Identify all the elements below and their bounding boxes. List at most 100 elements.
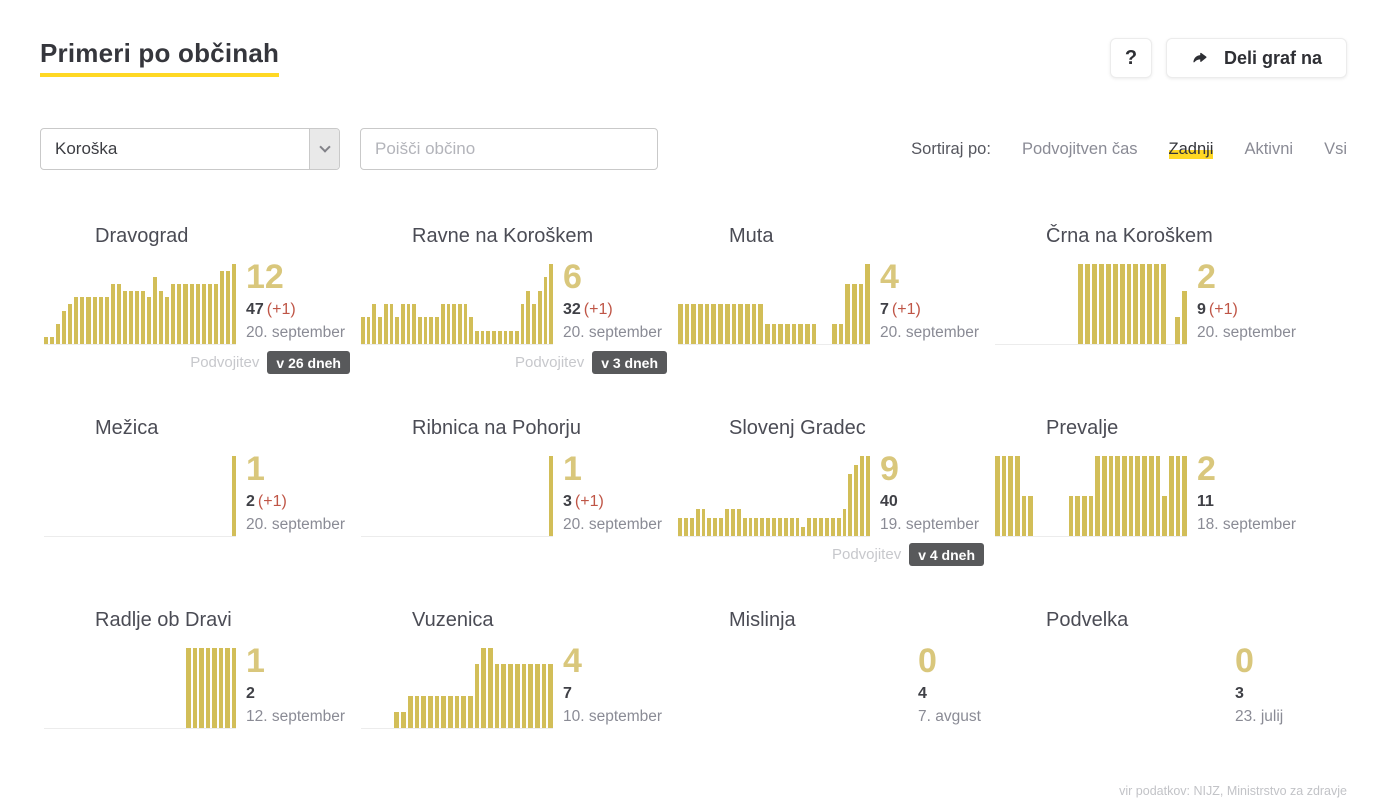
case-bar: [195, 284, 200, 344]
case-bar: [678, 518, 682, 536]
active-cases-count: 1: [563, 450, 582, 488]
municipality-name: Radlje ob Dravi: [95, 609, 232, 631]
case-bar: [231, 648, 237, 728]
new-cases-delta: (+1): [266, 301, 296, 318]
case-bar: [207, 284, 212, 344]
municipality-name: Ribnica na Pohorju: [412, 417, 581, 439]
municipality-stats: 0 4 7. avgust: [918, 644, 981, 729]
municipality-card: Dravograd 12 47 (+1) 20. september Podvoj…: [40, 216, 357, 408]
sort-bar: Sortiraj po: Podvojitven čas Zadnji Akti…: [911, 139, 1347, 159]
case-bar: [724, 304, 730, 344]
case-bar: [795, 518, 800, 536]
active-cases-count: 4: [563, 642, 582, 680]
filter-row: Koroška Sortiraj po: Podvojitven čas Zad…: [40, 128, 1347, 170]
case-bar: [418, 317, 422, 344]
share-button[interactable]: Deli graf na: [1165, 38, 1347, 78]
case-bar: [225, 648, 230, 728]
last-case-date: 10. september: [563, 708, 663, 725]
case-bar: [711, 304, 717, 344]
case-bar: [848, 474, 853, 536]
case-bar: [497, 331, 502, 344]
doubling-label: Podvojitev: [514, 354, 585, 371]
case-bar: [1105, 264, 1111, 344]
case-bar: [86, 297, 91, 344]
case-bar: [1128, 456, 1134, 536]
municipality-search-input[interactable]: [360, 128, 658, 170]
municipality-card: Mislinja 0 4 7. avgust: [674, 600, 991, 792]
case-bar: [860, 456, 864, 536]
case-bar: [1175, 456, 1181, 536]
case-bar: [1147, 264, 1153, 344]
help-button[interactable]: ?: [1109, 38, 1152, 78]
case-bar: [80, 297, 85, 344]
total-cases-count: 2: [246, 493, 255, 510]
case-bar: [805, 324, 810, 344]
case-bar: [738, 304, 743, 344]
case-bar: [383, 304, 388, 344]
doubling-row: Podvojitev v 3 dneh: [361, 351, 667, 374]
sort-option-aktivni[interactable]: Aktivni: [1244, 139, 1294, 158]
case-bar: [704, 304, 710, 344]
total-cases-count: 40: [880, 493, 898, 510]
region-select[interactable]: Koroška: [40, 128, 340, 170]
municipality-stats: 4 7 (+1) 20. september: [880, 260, 979, 345]
case-bar: [707, 518, 712, 536]
municipality-card: Črna na Koroškem 2 9 (+1) 20. september: [991, 216, 1308, 408]
case-bar: [548, 664, 553, 728]
municipality-card: Mežica 1 2 (+1) 20. september: [40, 408, 357, 600]
case-bar: [1088, 496, 1094, 536]
data-source-note: vir podatkov: NIJZ, Ministrstvo za zdrav…: [1119, 784, 1347, 798]
case-bar: [1028, 496, 1034, 536]
case-bar: [528, 664, 533, 728]
last-case-date: 19. september: [880, 516, 980, 533]
municipality-name: Vuzenica: [412, 609, 494, 631]
active-cases-count: 9: [880, 450, 899, 488]
case-bar: [165, 297, 170, 344]
case-bar: [760, 518, 765, 536]
case-bar: [134, 291, 139, 344]
sort-option-podvojitven-cas[interactable]: Podvojitven čas: [1021, 139, 1138, 158]
case-bar: [691, 304, 697, 344]
sort-option-zadnji[interactable]: Zadnji: [1168, 139, 1214, 159]
case-bar: [440, 304, 445, 344]
total-cases-line: 2: [246, 685, 345, 703]
active-cases-count: 0: [918, 642, 937, 680]
total-cases-line: 47 (+1): [246, 301, 345, 319]
new-cases-delta: (+1): [574, 493, 604, 510]
case-bar: [446, 304, 451, 344]
case-bar: [44, 337, 49, 344]
case-bar: [423, 317, 428, 344]
municipality-bar-chart: [995, 264, 1187, 345]
case-bar: [1098, 264, 1104, 344]
total-cases-count: 2: [246, 685, 255, 702]
case-bar: [842, 509, 847, 536]
case-bar: [177, 284, 182, 344]
total-cases-line: 2 (+1): [246, 493, 345, 511]
case-bar: [1102, 456, 1107, 536]
case-bar: [508, 664, 513, 728]
total-cases-count: 9: [1197, 301, 1206, 318]
last-case-date: 20. september: [880, 324, 980, 341]
case-bar: [866, 456, 870, 536]
case-bar: [128, 291, 133, 344]
case-bar: [394, 712, 400, 728]
case-bar: [751, 304, 757, 344]
last-case-date: 20. september: [563, 516, 663, 533]
case-bar: [395, 317, 399, 344]
case-bar: [1140, 264, 1146, 344]
case-bar: [736, 509, 741, 536]
municipality-name: Podvelka: [1046, 609, 1129, 631]
case-bar: [231, 264, 236, 344]
case-bar: [378, 317, 382, 344]
sort-option-vsi[interactable]: Vsi: [1324, 139, 1347, 158]
case-bar: [1108, 456, 1114, 536]
case-bar: [1168, 456, 1174, 536]
case-bar: [68, 304, 73, 344]
case-bar: [548, 456, 554, 536]
case-bar: [777, 518, 782, 536]
case-bar: [1021, 496, 1027, 536]
case-bar: [1008, 456, 1014, 536]
municipality-bar-chart: [678, 456, 870, 537]
case-bar: [758, 304, 763, 344]
case-bar: [441, 696, 446, 728]
